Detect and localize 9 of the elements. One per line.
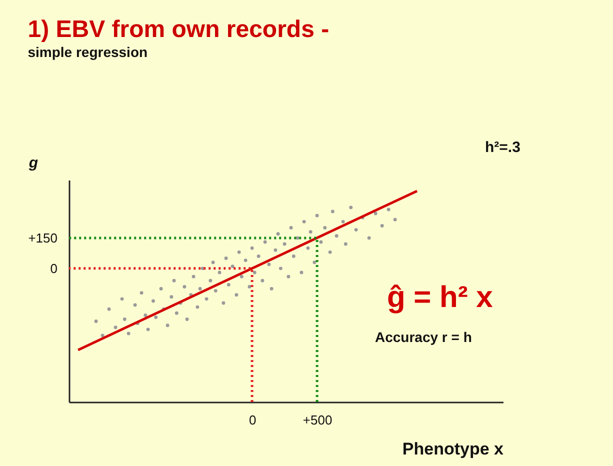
text: h²=.3 <box>485 139 520 156</box>
chart-title: 1) EBV from own records - <box>28 16 330 43</box>
x-axis-title: Phenotype x <box>402 440 504 458</box>
x-tick-label: +500 <box>302 412 332 428</box>
annotation: Accuracy r = h <box>375 329 472 345</box>
annotation: ĝ = h² x <box>387 281 494 314</box>
chart-subtitle: simple regression <box>28 44 148 60</box>
y-axis-title: g <box>28 154 38 172</box>
y-tick-label: +150 <box>28 230 58 246</box>
